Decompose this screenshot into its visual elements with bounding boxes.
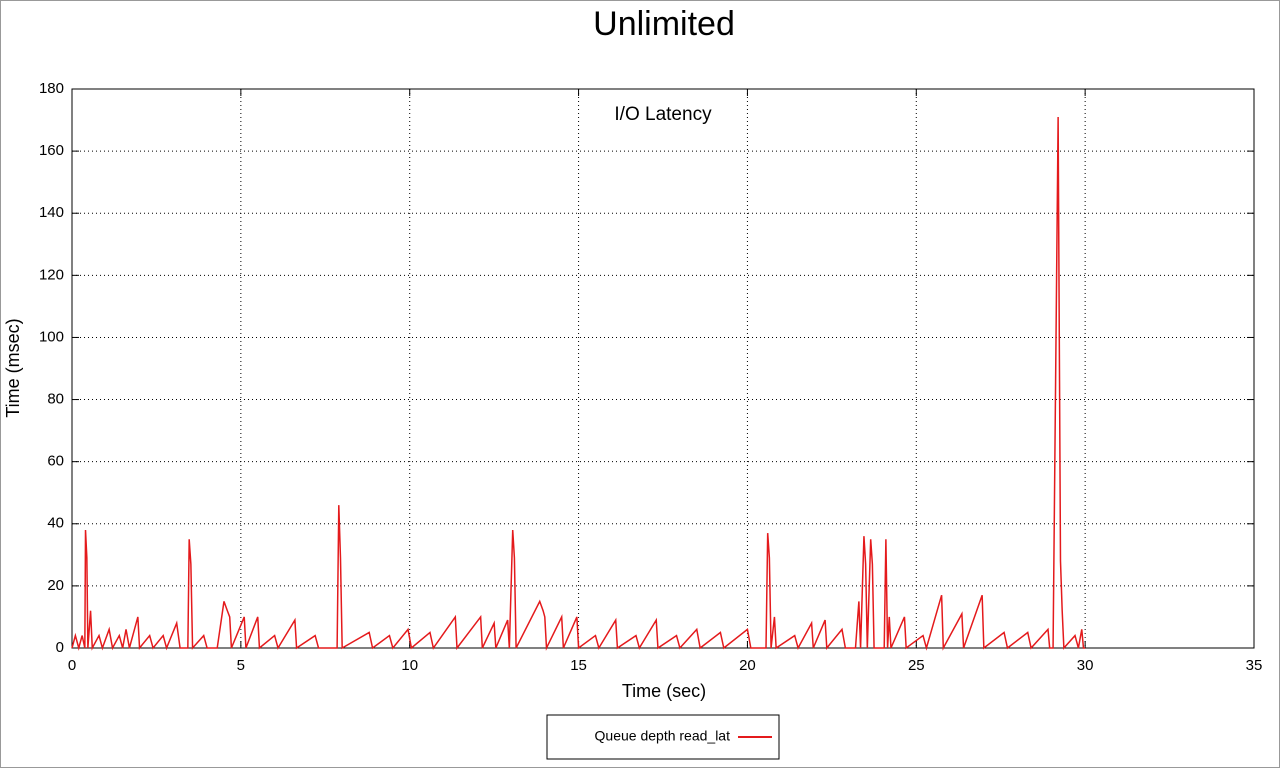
legend-label: Queue depth read_lat <box>595 728 731 744</box>
y-axis-label: Time (msec) <box>3 318 23 417</box>
x-tick-label: 20 <box>739 657 756 674</box>
data-line <box>71 116 1086 651</box>
x-tick-label: 5 <box>237 657 245 674</box>
y-tick-label: 60 <box>47 453 64 470</box>
y-tick-label: 80 <box>47 391 64 408</box>
y-tick-label: 140 <box>39 204 64 221</box>
y-tick-label: 180 <box>39 80 64 97</box>
chart-title: Unlimited <box>593 5 735 43</box>
x-tick-label: 25 <box>908 657 925 674</box>
legend-box <box>546 714 780 760</box>
annotation: I/O Latency <box>614 104 712 125</box>
y-tick-label: 40 <box>47 515 64 532</box>
x-tick-label: 15 <box>570 657 587 674</box>
y-tick-label: 120 <box>39 266 64 283</box>
y-tick-label: 20 <box>47 577 64 594</box>
y-tick-label: 100 <box>39 328 64 345</box>
x-tick-label: 30 <box>1077 657 1094 674</box>
y-tick-label: 0 <box>56 639 64 656</box>
x-tick-label: 10 <box>401 657 418 674</box>
plot-border <box>71 88 1255 649</box>
x-tick-label: 35 <box>1246 657 1263 674</box>
y-tick-label: 160 <box>39 142 64 159</box>
x-tick-label: 0 <box>68 657 76 674</box>
x-axis-label: Time (sec) <box>622 681 706 701</box>
